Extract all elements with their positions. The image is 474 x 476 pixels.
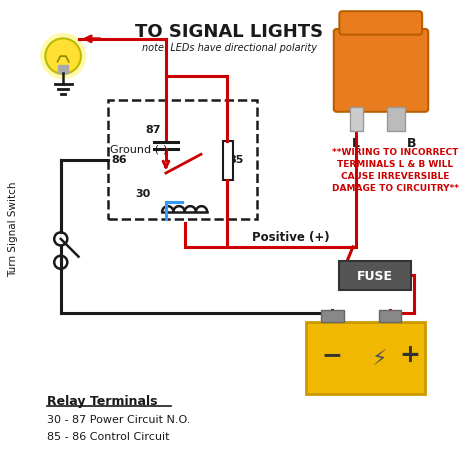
Circle shape [46, 40, 81, 75]
FancyBboxPatch shape [306, 322, 425, 394]
FancyBboxPatch shape [339, 261, 411, 290]
Text: Positive (+): Positive (+) [253, 230, 330, 244]
Text: L: L [352, 137, 360, 150]
FancyBboxPatch shape [334, 30, 428, 112]
Text: Ground (-): Ground (-) [110, 144, 167, 154]
Text: **WIRING TO INCORRECT
TERMINALS L & B WILL
CAUSE IRREVERSIBLE
DAMAGE TO CIRCUITR: **WIRING TO INCORRECT TERMINALS L & B WI… [331, 148, 458, 193]
Circle shape [54, 233, 67, 246]
FancyBboxPatch shape [58, 65, 68, 74]
Text: 30 - 87 Power Circuit N.O.: 30 - 87 Power Circuit N.O. [47, 414, 190, 424]
Text: ⚡: ⚡ [371, 349, 386, 369]
Text: note: LEDs have directional polarity: note: LEDs have directional polarity [142, 43, 317, 53]
FancyBboxPatch shape [387, 108, 405, 132]
Text: 87: 87 [145, 125, 160, 135]
FancyBboxPatch shape [223, 141, 233, 181]
FancyBboxPatch shape [350, 108, 363, 132]
Text: 85 - 86 Control Circuit: 85 - 86 Control Circuit [47, 431, 169, 441]
FancyBboxPatch shape [379, 311, 401, 322]
Text: −: − [322, 343, 343, 367]
FancyBboxPatch shape [321, 311, 344, 322]
Text: Turn Signal Switch: Turn Signal Switch [8, 181, 18, 277]
Text: 30: 30 [136, 188, 151, 198]
Text: FUSE: FUSE [357, 269, 393, 282]
Text: Relay Terminals: Relay Terminals [47, 394, 157, 407]
Text: TO SIGNAL LIGHTS: TO SIGNAL LIGHTS [135, 23, 323, 41]
FancyBboxPatch shape [339, 12, 422, 36]
Text: B: B [407, 137, 416, 150]
Circle shape [41, 35, 85, 79]
Circle shape [54, 256, 67, 269]
Text: 86: 86 [111, 155, 127, 165]
Text: +: + [400, 343, 420, 367]
Text: 85: 85 [228, 155, 244, 165]
